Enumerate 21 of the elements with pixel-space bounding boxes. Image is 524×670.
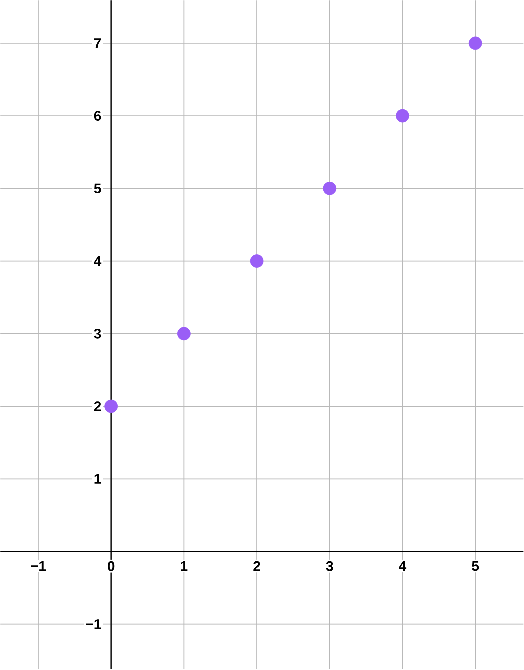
x-tick-label: 0	[108, 561, 115, 572]
y-tick-label: 5	[94, 184, 102, 194]
y-tick-label: 3	[94, 328, 102, 339]
point	[396, 109, 410, 123]
y-tick-label: 6	[94, 111, 102, 121]
x-tick-label: 1	[181, 561, 188, 572]
y-tick-label: 2	[94, 402, 101, 412]
x-tick-label: 2	[254, 561, 260, 572]
x-tick-label: 5	[472, 561, 479, 572]
point	[468, 36, 482, 50]
x-tick-label: 4	[398, 561, 406, 572]
point	[177, 327, 191, 341]
y-tick-label: 1	[94, 474, 102, 484]
y-tick-label: 7	[94, 38, 101, 48]
point	[323, 182, 336, 196]
point	[250, 254, 264, 268]
y-tick-label: −1	[86, 620, 102, 630]
y-tick-label: 4	[94, 256, 102, 266]
point	[104, 400, 118, 414]
x-tick-label: 3	[326, 561, 334, 572]
x-tick-label: −1	[30, 561, 46, 572]
